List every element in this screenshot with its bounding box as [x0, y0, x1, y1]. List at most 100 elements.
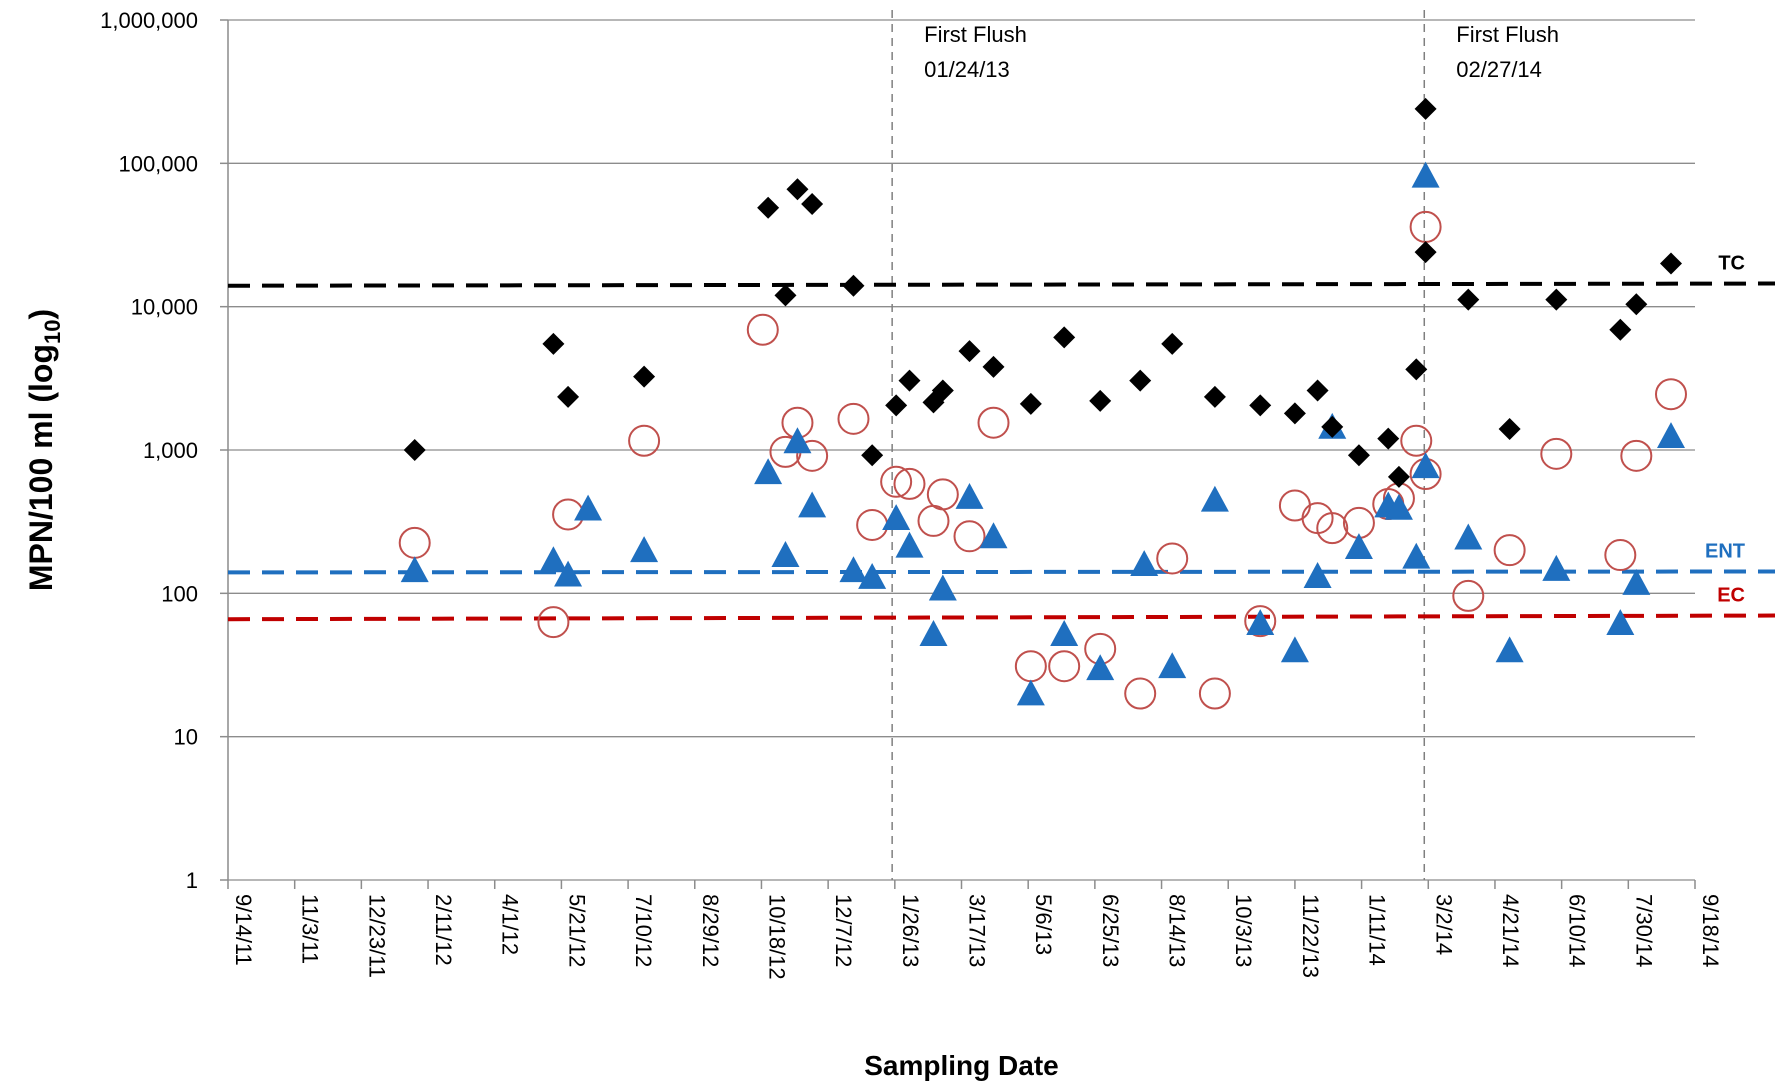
x-tick-label: 9/14/11: [231, 894, 256, 966]
first-flush-label: First Flush: [924, 22, 1027, 47]
x-tick-label: 12/23/11: [364, 894, 389, 978]
diamond-point: [786, 178, 809, 201]
diamond-point: [1089, 389, 1112, 412]
triangle-point: [1411, 452, 1440, 479]
diamond-point: [1405, 358, 1428, 381]
triangle-point: [858, 563, 887, 589]
x-tick-label: 1/26/13: [898, 894, 923, 967]
diamond-point: [542, 332, 565, 355]
circle-point: [1278, 489, 1311, 522]
circle-point: [917, 504, 950, 537]
circle-point: [1124, 677, 1157, 710]
x-tick-label: 4/1/12: [498, 894, 523, 955]
reference-label-ent: ENT: [1705, 541, 1745, 563]
x-tick-label: 9/18/14: [1698, 894, 1723, 967]
diamond-point: [1053, 326, 1076, 349]
x-tick-label: 3/2/14: [1431, 894, 1456, 955]
triangle-point: [1402, 542, 1431, 569]
axes: 1 10 100 1,000 10,000 100,000 1,000,000 9/14/11…: [100, 8, 1723, 980]
x-tick-label: 11/3/11: [298, 894, 323, 964]
circle-point: [926, 478, 959, 511]
reference-line-tc: [227, 281, 1776, 288]
circle-point: [1604, 539, 1637, 572]
circle-point: [837, 402, 870, 435]
diamond-point: [958, 340, 981, 363]
circle-point: [893, 467, 926, 500]
triangle-point: [1280, 636, 1309, 663]
axis-labels: Sampling Date MPN/100 ml (log10): [23, 309, 1059, 1081]
circle-point: [1048, 650, 1081, 683]
circle-point: [746, 313, 779, 346]
triangle-point: [1656, 422, 1685, 449]
triangle-point: [1158, 652, 1187, 679]
circle-point: [1400, 424, 1433, 457]
diamond-point: [801, 193, 824, 216]
x-tick-label: 12/7/12: [831, 894, 856, 967]
circle-point: [398, 526, 431, 559]
diamond-point: [774, 284, 797, 307]
circle-point: [977, 406, 1010, 439]
diamond-point: [1498, 418, 1521, 441]
triangle-point: [1454, 523, 1483, 550]
x-tick-label: 7/30/14: [1631, 894, 1656, 967]
diamond-point: [557, 385, 580, 408]
circle-point: [1452, 579, 1485, 612]
diamond-point: [898, 369, 921, 392]
y-tick-label: 100: [161, 581, 198, 606]
diamond-point: [1019, 392, 1042, 415]
first-flush-lines: First Flush 01/24/13 First Flush 02/27/14: [891, 10, 1559, 880]
diamond-point: [1377, 427, 1400, 450]
circle-point: [1540, 437, 1573, 470]
diamond-point: [757, 196, 780, 219]
diamond-point: [1414, 97, 1437, 120]
y-axis-label: MPN/100 ml (log10): [23, 309, 65, 591]
triangle-point: [1246, 609, 1275, 635]
grid: [228, 19, 1695, 881]
circle-point: [1620, 439, 1653, 472]
triangle-point: [1606, 609, 1635, 635]
triangle-point: [882, 504, 911, 530]
reference-label-ec: EC: [1717, 585, 1745, 607]
circle-point: [796, 439, 829, 472]
triangle-point: [574, 494, 603, 521]
diamond-point: [1609, 318, 1632, 341]
x-tick-label: 1/11/14: [1365, 894, 1390, 966]
diamond-point: [1625, 293, 1648, 316]
circle-point: [953, 520, 986, 553]
y-tick-label: 10,000: [131, 295, 198, 320]
diamond-point: [1321, 415, 1344, 438]
diamond-point: [931, 379, 954, 402]
triangle-point: [895, 531, 924, 558]
triangle-point: [798, 491, 827, 518]
circle-point: [1198, 677, 1231, 710]
circle-point: [1014, 650, 1047, 683]
x-tick-label: 8/29/12: [698, 894, 723, 967]
triangle-point: [955, 482, 984, 509]
x-tick-label: 8/14/13: [1165, 894, 1190, 967]
reference-line-ec: [227, 613, 1776, 622]
circle-point: [1409, 210, 1442, 243]
triangle-point: [630, 536, 659, 563]
triangle-point: [754, 458, 783, 485]
x-tick-label: 10/18/12: [764, 894, 789, 980]
circle-point: [1156, 542, 1189, 575]
circle-point: [880, 465, 913, 498]
diamond-point: [1387, 465, 1410, 488]
diamond-point: [403, 439, 426, 461]
triangle-point: [1016, 679, 1045, 706]
triangle-point: [539, 546, 568, 573]
triangle-point: [1303, 562, 1332, 588]
x-axis-label: Sampling Date: [864, 1050, 1058, 1081]
first-flush-date: 01/24/13: [924, 57, 1010, 82]
circle-point: [1654, 378, 1687, 411]
diamond-point: [1306, 379, 1329, 402]
diamond-point: [842, 274, 865, 297]
x-tick-label: 7/10/12: [631, 894, 656, 967]
y-tick-label: 1,000,000: [100, 8, 198, 33]
triangle-point: [783, 427, 812, 454]
triangle-point: [1542, 554, 1571, 581]
x-tick-label: 6/10/14: [1565, 894, 1590, 967]
y-tick-label: 100,000: [118, 151, 198, 176]
triangle-point: [839, 556, 868, 583]
circle-point: [1244, 605, 1277, 638]
